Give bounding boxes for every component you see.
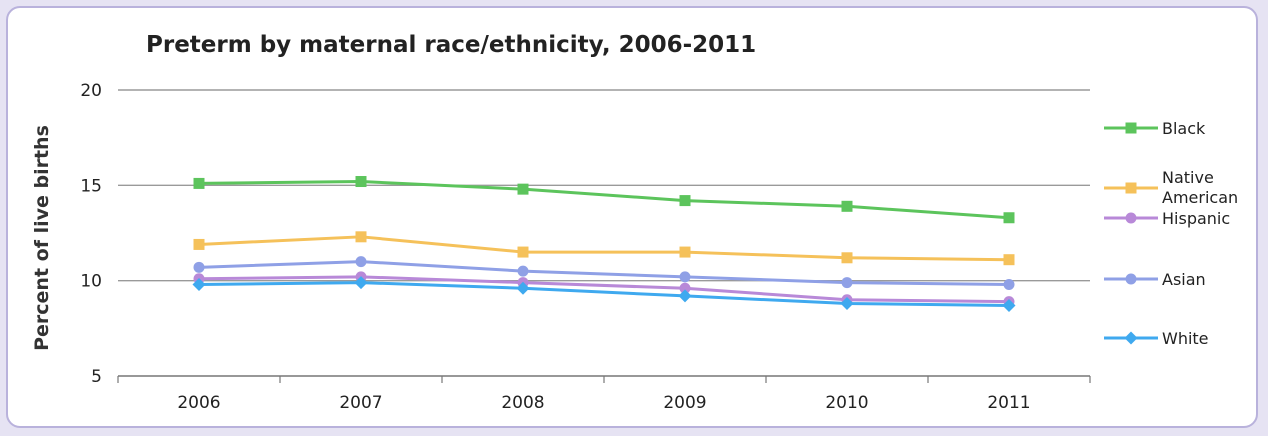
data-point — [1125, 273, 1137, 285]
data-point — [517, 265, 529, 277]
y-tick-label: 10 — [80, 272, 102, 292]
y-tick-label: 15 — [80, 176, 102, 196]
legend-label: Hispanic — [1162, 209, 1230, 228]
data-point — [193, 177, 205, 189]
series-line-black — [198, 180, 1010, 220]
data-point — [679, 195, 691, 207]
x-tick-labels: 2006 2007 2008 2009 2010 2011 — [177, 393, 1030, 413]
data-point — [841, 277, 853, 289]
data-point — [1125, 212, 1137, 224]
data-point — [517, 183, 529, 195]
series-line-asian — [198, 260, 1010, 286]
data-point — [193, 261, 205, 273]
data-point — [1003, 212, 1015, 224]
data-point — [355, 231, 367, 243]
series-line-white — [198, 281, 1010, 307]
y-axis-label: Percent of live births — [31, 125, 53, 351]
data-point — [1125, 182, 1137, 194]
chart-title: Preterm by maternal race/ethnicity, 2006… — [146, 32, 757, 58]
y-tick-label: 5 — [91, 367, 102, 387]
legend-item-asian: Asian — [1104, 270, 1206, 289]
x-tick-label: 2010 — [825, 393, 868, 413]
gridlines — [118, 89, 1090, 282]
y-tick-label: 20 — [80, 81, 102, 101]
data-point — [679, 271, 691, 283]
data-point — [516, 281, 530, 295]
legend-item-black: Black — [1104, 119, 1206, 138]
data-point — [840, 297, 854, 311]
data-point — [193, 238, 205, 250]
series-lines — [198, 180, 1010, 307]
data-point — [355, 256, 367, 268]
y-tick-labels: 5 10 15 20 — [80, 81, 102, 387]
series-line-native-american — [198, 235, 1010, 262]
legend-label: Black — [1162, 119, 1206, 138]
legend-label: Native — [1162, 168, 1214, 187]
series-line-hispanic — [198, 275, 1010, 304]
data-point — [679, 282, 691, 294]
x-tick-label: 2011 — [987, 393, 1030, 413]
data-point — [678, 289, 692, 303]
data-point — [517, 246, 529, 258]
x-tick-label: 2007 — [339, 393, 382, 413]
axes — [117, 375, 1091, 383]
x-tick-label: 2009 — [663, 393, 706, 413]
data-point — [841, 252, 853, 264]
data-point — [841, 200, 853, 212]
legend-label: Asian — [1162, 270, 1206, 289]
legend-item-white: White — [1104, 329, 1209, 348]
legend-label: White — [1162, 329, 1209, 348]
legend-label-line-2: American — [1162, 188, 1238, 207]
data-point — [1003, 254, 1015, 266]
data-point — [679, 246, 691, 258]
data-point — [1003, 278, 1015, 290]
data-point — [192, 277, 206, 291]
chart-frame — [6, 6, 1258, 428]
legend-item-hispanic: Hispanic — [1104, 209, 1230, 228]
data-point — [1124, 331, 1138, 345]
series-markers — [192, 176, 1016, 312]
data-point — [355, 176, 367, 188]
x-tick-label: 2008 — [501, 393, 544, 413]
data-point — [354, 276, 368, 290]
x-tick-label: 2006 — [177, 393, 220, 413]
data-point — [1125, 122, 1137, 134]
data-point — [1002, 298, 1016, 312]
